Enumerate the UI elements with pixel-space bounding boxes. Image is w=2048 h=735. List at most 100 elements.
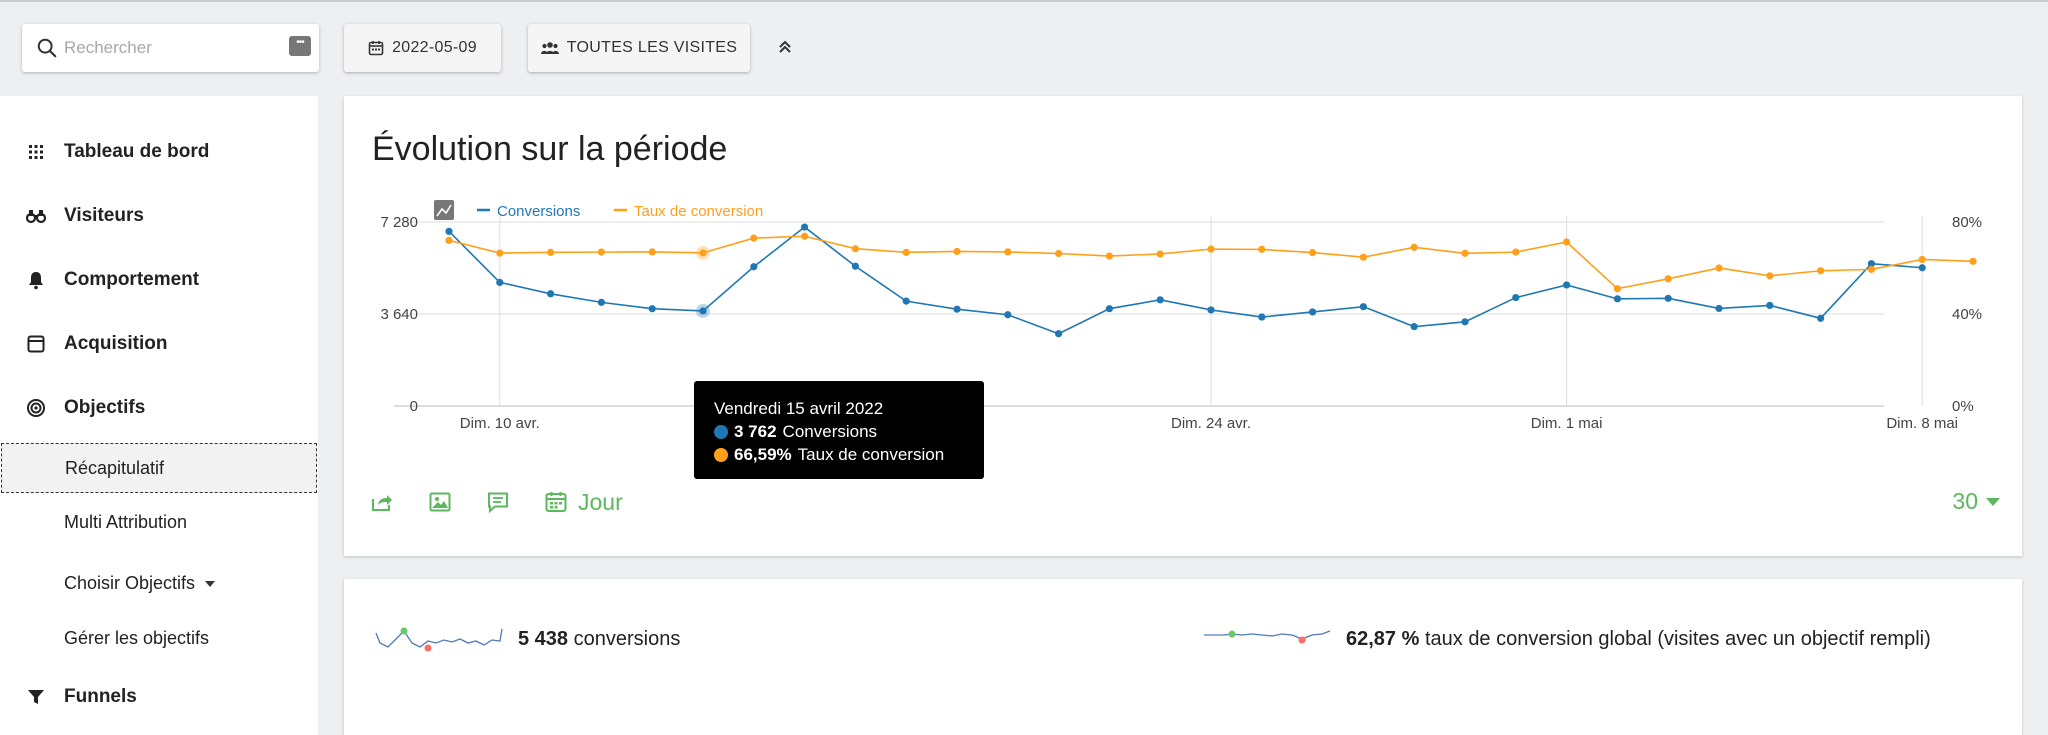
data-point bbox=[1918, 264, 1926, 272]
data-point bbox=[1055, 330, 1063, 338]
date-picker-button[interactable]: 2022-05-09 bbox=[344, 24, 501, 72]
data-point bbox=[1969, 257, 1977, 265]
search-input[interactable] bbox=[64, 34, 264, 62]
conversion-rate-sparkline bbox=[1204, 630, 1331, 644]
x-tick-label: Dim. 10 avr. bbox=[460, 415, 540, 432]
sidebar-subitem-multi-attribution[interactable]: Multi Attribution bbox=[0, 497, 318, 547]
kpi-rate-label: taux de conversion global (visites avec … bbox=[1424, 627, 1931, 650]
tooltip-rate-dot bbox=[714, 448, 728, 462]
tooltip-conversions-dot bbox=[714, 425, 728, 439]
segment-selector-button[interactable]: TOUTES LES VISITES bbox=[528, 24, 750, 72]
kpi-card: 5 438 conversions 62,87 % taux de conver… bbox=[344, 579, 2022, 735]
data-point bbox=[1461, 249, 1469, 257]
data-point bbox=[953, 247, 961, 256]
data-point bbox=[1563, 281, 1571, 289]
y-left-tick-label: 0 bbox=[410, 398, 418, 415]
sidebar-item-label: Acquisition bbox=[64, 333, 168, 354]
target-icon bbox=[27, 399, 45, 417]
kpi-conversion-rate[interactable]: 62,87 % taux de conversion global (visit… bbox=[1202, 621, 1931, 657]
data-point bbox=[445, 227, 453, 235]
image-icon[interactable] bbox=[428, 490, 452, 514]
y-right-tick-label: 40% bbox=[1952, 306, 1982, 323]
caret-down-icon bbox=[205, 580, 216, 587]
data-point bbox=[902, 248, 910, 256]
data-point bbox=[445, 236, 453, 244]
evolution-chart[interactable]: 0 3 640 7 280 0% 40% 80% Dim. 10 avr. Dim. 24 a… bbox=[344, 96, 2022, 476]
y-left-tick-label: 3 640 bbox=[380, 306, 418, 323]
funnel-icon bbox=[28, 690, 44, 704]
data-point bbox=[1105, 305, 1113, 313]
caret-down-icon bbox=[1986, 497, 2000, 506]
data-point bbox=[1613, 295, 1621, 303]
top-divider bbox=[0, 0, 2048, 2]
grid-icon bbox=[29, 145, 43, 159]
sidebar-subitem-label: Récapitulatif bbox=[65, 457, 165, 478]
annotation-icon[interactable] bbox=[486, 490, 510, 514]
sidebar-subitem-choose-goals[interactable]: Choisir Objectifs bbox=[0, 558, 318, 608]
tooltip-conversions-label: Conversions bbox=[782, 422, 878, 441]
kpi-rate-value: 62,87 % bbox=[1346, 627, 1420, 650]
tooltip-rate-value: 66,59% bbox=[734, 445, 792, 464]
search-box[interactable]: ••• bbox=[22, 24, 319, 72]
data-point bbox=[547, 290, 555, 298]
sidebar-item-label: Visiteurs bbox=[64, 205, 144, 226]
chart-type-icon-glyph bbox=[436, 204, 452, 217]
sidebar-item-label: Comportement bbox=[64, 269, 200, 290]
data-point bbox=[1715, 264, 1723, 272]
data-point bbox=[801, 223, 809, 231]
data-point bbox=[1410, 323, 1418, 331]
collapse-chevrons-icon[interactable] bbox=[774, 36, 796, 58]
data-point bbox=[750, 263, 758, 271]
data-point bbox=[1156, 250, 1164, 258]
row-limit-selector[interactable]: 30 bbox=[1952, 488, 2000, 515]
evolution-title: Évolution sur la période bbox=[372, 130, 728, 168]
data-point bbox=[1715, 304, 1723, 313]
tooltip-row-rate: 66,59% Taux de conversion bbox=[714, 445, 964, 465]
sidebar-item-label: Tableau de bord bbox=[64, 141, 210, 162]
evolution-card: Évolution sur la période 0 3 640 7 280 0% 40… bbox=[344, 96, 2022, 556]
sidebar-item-goals[interactable]: Objectifs bbox=[0, 388, 318, 428]
users-icon bbox=[540, 42, 559, 54]
kpi-conversions[interactable]: 5 438 conversions bbox=[374, 621, 680, 657]
data-point bbox=[496, 249, 504, 257]
chart-tooltip: Vendredi 15 avril 2022 3 762 Conversions… bbox=[694, 381, 984, 479]
tooltip-conversions-value: 3 762 bbox=[734, 422, 777, 441]
data-point bbox=[547, 248, 555, 256]
segment-label: TOUTES LES VISITES bbox=[566, 39, 738, 56]
row-limit-value: 30 bbox=[1952, 488, 1978, 514]
y-right-tick-label: 80% bbox=[1952, 214, 1982, 231]
export-icon[interactable] bbox=[370, 490, 394, 514]
period-selector[interactable]: Jour bbox=[544, 489, 623, 516]
data-point bbox=[1918, 255, 1926, 264]
data-point bbox=[801, 232, 809, 240]
search-icon bbox=[37, 38, 57, 58]
data-point bbox=[1664, 294, 1672, 302]
keyboard-shortcut-icon[interactable]: ••• bbox=[289, 36, 311, 56]
data-point bbox=[1359, 253, 1367, 261]
sidebar-item-behaviour[interactable]: Comportement bbox=[0, 260, 318, 300]
sidebar: Tableau de bord Visiteurs Comportement A… bbox=[0, 96, 318, 735]
data-point bbox=[1309, 248, 1317, 257]
sidebar-item-funnels[interactable]: Funnels bbox=[0, 677, 318, 717]
sidebar-item-acquisition[interactable]: Acquisition bbox=[0, 324, 318, 364]
calendar-icon bbox=[545, 492, 567, 512]
data-point bbox=[648, 248, 656, 256]
x-tick-label: Dim. 24 avr. bbox=[1171, 415, 1251, 432]
legend-rate[interactable]: Taux de conversion bbox=[634, 203, 763, 220]
data-point bbox=[902, 297, 910, 305]
data-point bbox=[699, 249, 707, 257]
sidebar-item-visitors[interactable]: Visiteurs bbox=[0, 196, 318, 236]
data-point bbox=[1817, 267, 1825, 275]
sidebar-subitem-summary[interactable]: Récapitulatif bbox=[1, 443, 317, 493]
sidebar-item-dashboard[interactable]: Tableau de bord bbox=[0, 132, 318, 172]
data-point bbox=[953, 305, 961, 313]
legend-conversions[interactable]: Conversions bbox=[497, 203, 580, 220]
period-label: Jour bbox=[578, 488, 623, 515]
y-right-tick-label: 0% bbox=[1952, 398, 1974, 415]
date-value: 2022-05-09 bbox=[392, 39, 477, 56]
sidebar-subitem-manage-goals[interactable]: Gérer les objectifs bbox=[0, 613, 318, 663]
data-point bbox=[597, 298, 605, 306]
kpi-conversions-label: conversions bbox=[573, 627, 681, 650]
sidebar-subitem-label: Choisir Objectifs bbox=[64, 572, 216, 594]
choose-goals-text: Choisir Objectifs bbox=[64, 572, 196, 593]
